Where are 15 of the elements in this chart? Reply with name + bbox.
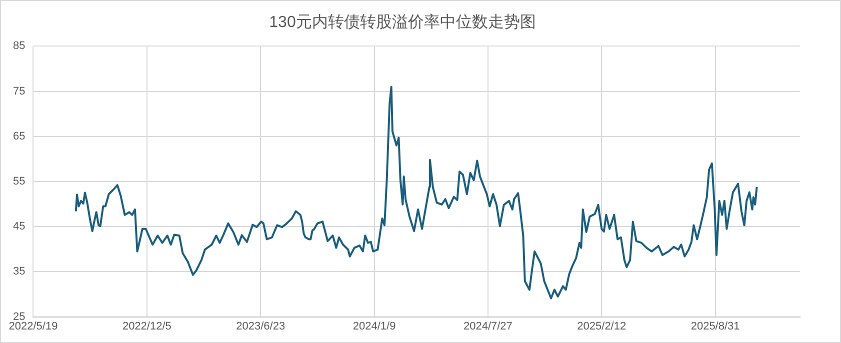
y-tick-label: 65 [12, 130, 26, 142]
y-tick-label: 45 [12, 220, 26, 233]
x-tick-label: 2022/12/5 [122, 320, 172, 332]
y-tick-label: 25 [12, 310, 26, 323]
x-tick-label: 2023/6/23 [236, 320, 286, 332]
y-tick-label: 85 [12, 40, 26, 52]
x-tick-label: 2022/5/19 [8, 320, 58, 332]
x-tick-label: 2024/7/27 [463, 320, 512, 332]
x-tick-label: 2024/1/9 [352, 320, 396, 332]
x-tick-label: 2025/2/12 [577, 320, 626, 332]
y-tick-label: 35 [12, 266, 26, 278]
x-tick-label: 2025/8/31 [690, 320, 740, 332]
y-tick-label: 75 [12, 85, 26, 98]
chart-title: 130元内转债转股溢价率中位数走势图 [269, 13, 536, 32]
y-tick-label: 55 [12, 176, 26, 188]
